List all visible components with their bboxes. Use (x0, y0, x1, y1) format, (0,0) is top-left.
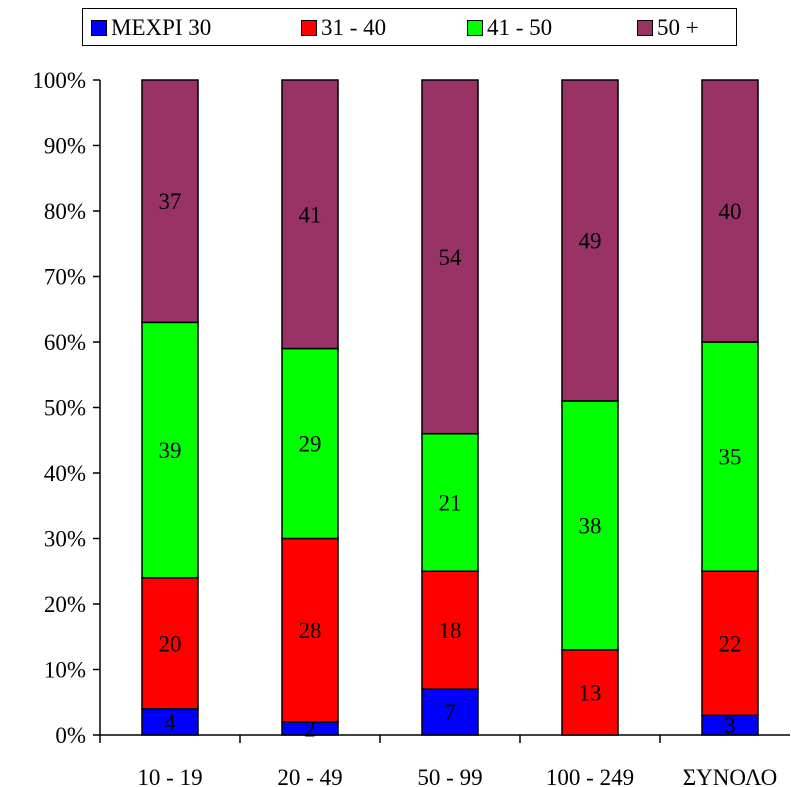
y-tick-label: 60% (44, 330, 86, 355)
legend-label-0: ΜΕΧΡΙ 30 (111, 15, 212, 40)
data-label: 20 (159, 631, 182, 656)
y-tick-label: 20% (44, 592, 86, 617)
bar-segment-2-3 (421, 79, 479, 435)
data-label: 54 (439, 245, 463, 270)
data-label: 49 (579, 228, 602, 253)
legend-swatch-2 (467, 20, 483, 36)
bar-segment-0-3 (141, 79, 199, 324)
data-label: 22 (719, 631, 742, 656)
legend-item-2: 41 - 50 (467, 9, 552, 47)
data-label: 18 (439, 618, 462, 643)
bar-segment-2-0 (421, 688, 479, 736)
bar-segment-1-1 (281, 537, 339, 723)
bar-segment-2-1 (421, 570, 479, 690)
y-tick-label: 70% (44, 265, 86, 290)
y-tick-label: 50% (44, 396, 86, 421)
data-label: 3 (724, 713, 736, 738)
y-tick-label: 40% (44, 461, 86, 486)
data-label: 40 (719, 199, 742, 224)
bar-segment-0-1 (141, 577, 199, 710)
bar-segment-3-2 (561, 400, 619, 651)
legend-item-0: ΜΕΧΡΙ 30 (91, 9, 211, 47)
legend-label-3: 50 + (657, 15, 699, 40)
legend-item-1: 31 - 40 (301, 9, 386, 47)
data-label: 2 (304, 716, 316, 741)
data-label: 29 (299, 432, 322, 457)
legend: ΜΕΧΡΙ 30 31 - 40 41 - 50 50 + (82, 8, 737, 46)
data-label: 41 (299, 202, 322, 227)
data-label: 37 (159, 189, 182, 214)
bar-segment-0-2 (141, 321, 199, 579)
legend-label-1: 31 - 40 (321, 15, 387, 40)
data-label: 4 (164, 710, 176, 735)
y-tick-label: 0% (55, 723, 86, 748)
data-label: 21 (439, 490, 462, 515)
data-label: 13 (579, 680, 602, 705)
legend-item-3: 50 + (637, 9, 699, 47)
bar-segment-4-1 (701, 570, 759, 717)
x-category-label: ΣΥΝΟΛΟ (683, 765, 777, 787)
bar-segment-3-1 (561, 649, 619, 736)
bar-segment-2-2 (421, 432, 479, 573)
data-label: 39 (159, 438, 182, 463)
data-label: 38 (579, 513, 602, 538)
bar-segment-1-2 (281, 347, 339, 540)
x-category-label: 50 - 99 (417, 765, 482, 787)
bar-segment-4-3 (701, 79, 759, 343)
data-label: 28 (299, 618, 322, 643)
bar-segment-3-3 (561, 79, 619, 402)
legend-swatch-1 (301, 20, 317, 36)
legend-swatch-0 (91, 20, 107, 36)
bar-segment-4-2 (701, 341, 759, 572)
x-category-label: 10 - 19 (137, 765, 202, 787)
legend-swatch-3 (637, 20, 653, 36)
x-category-label: 100 - 249 (546, 765, 634, 787)
bar-segment-1-3 (281, 79, 339, 350)
y-tick-label: 80% (44, 199, 86, 224)
x-category-label: 20 - 49 (277, 765, 342, 787)
bar-segment-0-0 (141, 708, 199, 736)
y-tick-label: 10% (44, 658, 86, 683)
y-tick-label: 100% (32, 68, 86, 93)
legend-label-2: 41 - 50 (487, 15, 553, 40)
data-label: 35 (719, 445, 742, 470)
y-tick-label: 90% (44, 134, 86, 159)
y-tick-label: 30% (44, 527, 86, 552)
data-label: 7 (444, 700, 456, 725)
